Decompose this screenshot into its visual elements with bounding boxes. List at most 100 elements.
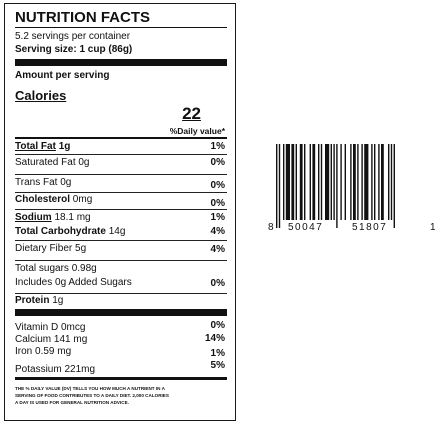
barcode-bar: [295, 144, 297, 220]
title-divider: [15, 27, 227, 28]
row-divider: [15, 293, 227, 294]
row-divider: [15, 174, 227, 175]
dietary-fiber-amount: 5g: [75, 243, 87, 254]
dietary-fiber-name: Dietary Fiber: [15, 243, 73, 254]
barcode-bar: [357, 144, 359, 220]
barcode-bar: [312, 144, 316, 220]
nutrition-facts-label: NUTRITION FACTS 5.2 servings per contain…: [4, 3, 236, 421]
dietary-fiber-row: Dietary Fiber 5g: [15, 243, 86, 255]
barcode-digit-right: 1: [430, 222, 436, 233]
barcode-bar: [374, 144, 376, 220]
trans-fat-row: Trans Fat 0g: [15, 177, 71, 189]
barcode-bar: [309, 144, 311, 220]
added-sugars-pct: 0%: [210, 278, 225, 289]
potassium-pct: 5%: [210, 360, 225, 371]
thick-divider: [15, 59, 227, 66]
barcode-bar: [285, 144, 290, 220]
saturated-fat-name: Saturated Fat: [15, 157, 76, 168]
total-carb-amount: 14g: [108, 226, 126, 237]
iron-pct: 1%: [210, 348, 225, 359]
total-fat-name: Total Fat: [15, 141, 56, 152]
row-divider: [15, 192, 227, 193]
servings-per-container: 5.2 servings per container: [15, 31, 131, 42]
protein-name: Protein: [15, 295, 50, 306]
saturated-fat-amount: 0g: [78, 157, 90, 168]
footnote-line-1: THE % DAILY VALUE (DV) TELLS YOU HOW MUC…: [15, 386, 165, 391]
daily-value-header: %Daily value*: [169, 126, 225, 136]
barcode-bar: [371, 144, 373, 220]
row-divider: [15, 240, 227, 241]
barcode-bars: [276, 144, 395, 228]
barcode-bar: [350, 144, 352, 220]
potassium: Potassium 221mg: [15, 364, 96, 375]
vitamin-d: Vitamin D 0mcg: [15, 322, 86, 333]
saturated-fat-row: Saturated Fat 0g: [15, 157, 90, 169]
barcode-digits-group2: 51807: [352, 222, 388, 233]
barcode-bar: [361, 144, 363, 220]
barcode-bar: [336, 144, 338, 228]
total-fat-row: Total Fat 1g: [15, 141, 70, 153]
protein-row: Protein 1g: [15, 295, 63, 307]
serving-size: Serving size: 1 cup (86g): [15, 44, 133, 55]
medium-divider: [15, 137, 227, 139]
sodium-amount: 18.1 mg: [54, 212, 91, 223]
barcode-bar: [340, 144, 342, 220]
iron: Iron 0.59 mg: [15, 346, 72, 357]
barcode-bar: [278, 144, 281, 228]
sodium-pct: 1%: [210, 212, 225, 223]
cholesterol-name: Cholesterol: [15, 194, 71, 205]
barcode-bar: [393, 144, 395, 228]
saturated-fat-pct: 0%: [210, 157, 225, 168]
cholesterol-row: Cholesterol 0mg: [15, 194, 92, 206]
added-sugars-name: Includes 0g Added Sugars: [15, 277, 132, 288]
row-divider: [15, 154, 227, 155]
amount-per-serving: Amount per serving: [15, 70, 110, 81]
cholesterol-amount: 0mg: [72, 194, 93, 205]
barcode-bar: [378, 144, 380, 220]
barcode-bar: [388, 144, 390, 220]
barcode-bar: [291, 144, 295, 220]
total-fat-amount: 1g: [58, 141, 71, 152]
trans-fat-name: Trans Fat: [15, 177, 58, 188]
barcode: 8 50047 51807 1: [264, 144, 440, 236]
barcode-digits-group1: 50047: [288, 222, 324, 233]
medium-divider: [15, 377, 227, 380]
barcode-digit-left: 8: [268, 222, 274, 233]
calcium-pct: 14%: [204, 333, 225, 344]
footnote-line-2: SERVING OF FOOD CONTRIBUTES TO A DAILY D…: [15, 393, 169, 398]
total-fat-pct: 1%: [210, 141, 225, 152]
thick-divider: [15, 309, 227, 316]
total-sugars-row: Total sugars 0.98g: [15, 263, 97, 275]
sodium-name: Sodium: [15, 212, 52, 223]
sodium-row: Sodium 18.1 mg: [15, 212, 91, 224]
total-carb-pct: 4%: [210, 226, 225, 237]
barcode-bar: [318, 144, 320, 220]
barcode-bar: [276, 144, 278, 228]
row-divider: [15, 260, 227, 261]
row-divider: [15, 209, 227, 210]
calories-value: 22: [182, 104, 201, 123]
total-carb-name: Total Carbohydrate: [15, 226, 106, 237]
barcode-bar: [381, 144, 384, 220]
barcode-bar: [325, 144, 330, 220]
total-carb-row: Total Carbohydrate 14g: [15, 226, 125, 238]
barcode-bar: [353, 144, 356, 220]
trans-fat-pct: 0%: [210, 180, 225, 191]
calcium: Calcium 141 mg: [15, 334, 88, 345]
vitamin-d-pct: 0%: [210, 320, 225, 331]
dietary-fiber-pct: 4%: [210, 244, 225, 255]
protein-amount: 1g: [52, 295, 64, 306]
barcode-bar: [299, 144, 303, 220]
cholesterol-pct: 0%: [210, 198, 225, 209]
barcode-bar: [283, 144, 285, 220]
barcode-bar: [304, 144, 306, 220]
barcode-bar: [364, 144, 369, 220]
footnote-line-3: A DAY IS USED FOR GENERAL NUTRITION ADVI…: [15, 400, 129, 405]
total-sugars-name: Total sugars: [15, 263, 69, 274]
trans-fat-amount: 0g: [60, 177, 72, 188]
total-sugars-amount: 0.98g: [71, 263, 97, 274]
calories-label: Calories: [15, 88, 67, 103]
barcode-bar: [333, 144, 335, 220]
barcode-bar: [320, 144, 323, 220]
barcode-bar: [330, 144, 332, 220]
